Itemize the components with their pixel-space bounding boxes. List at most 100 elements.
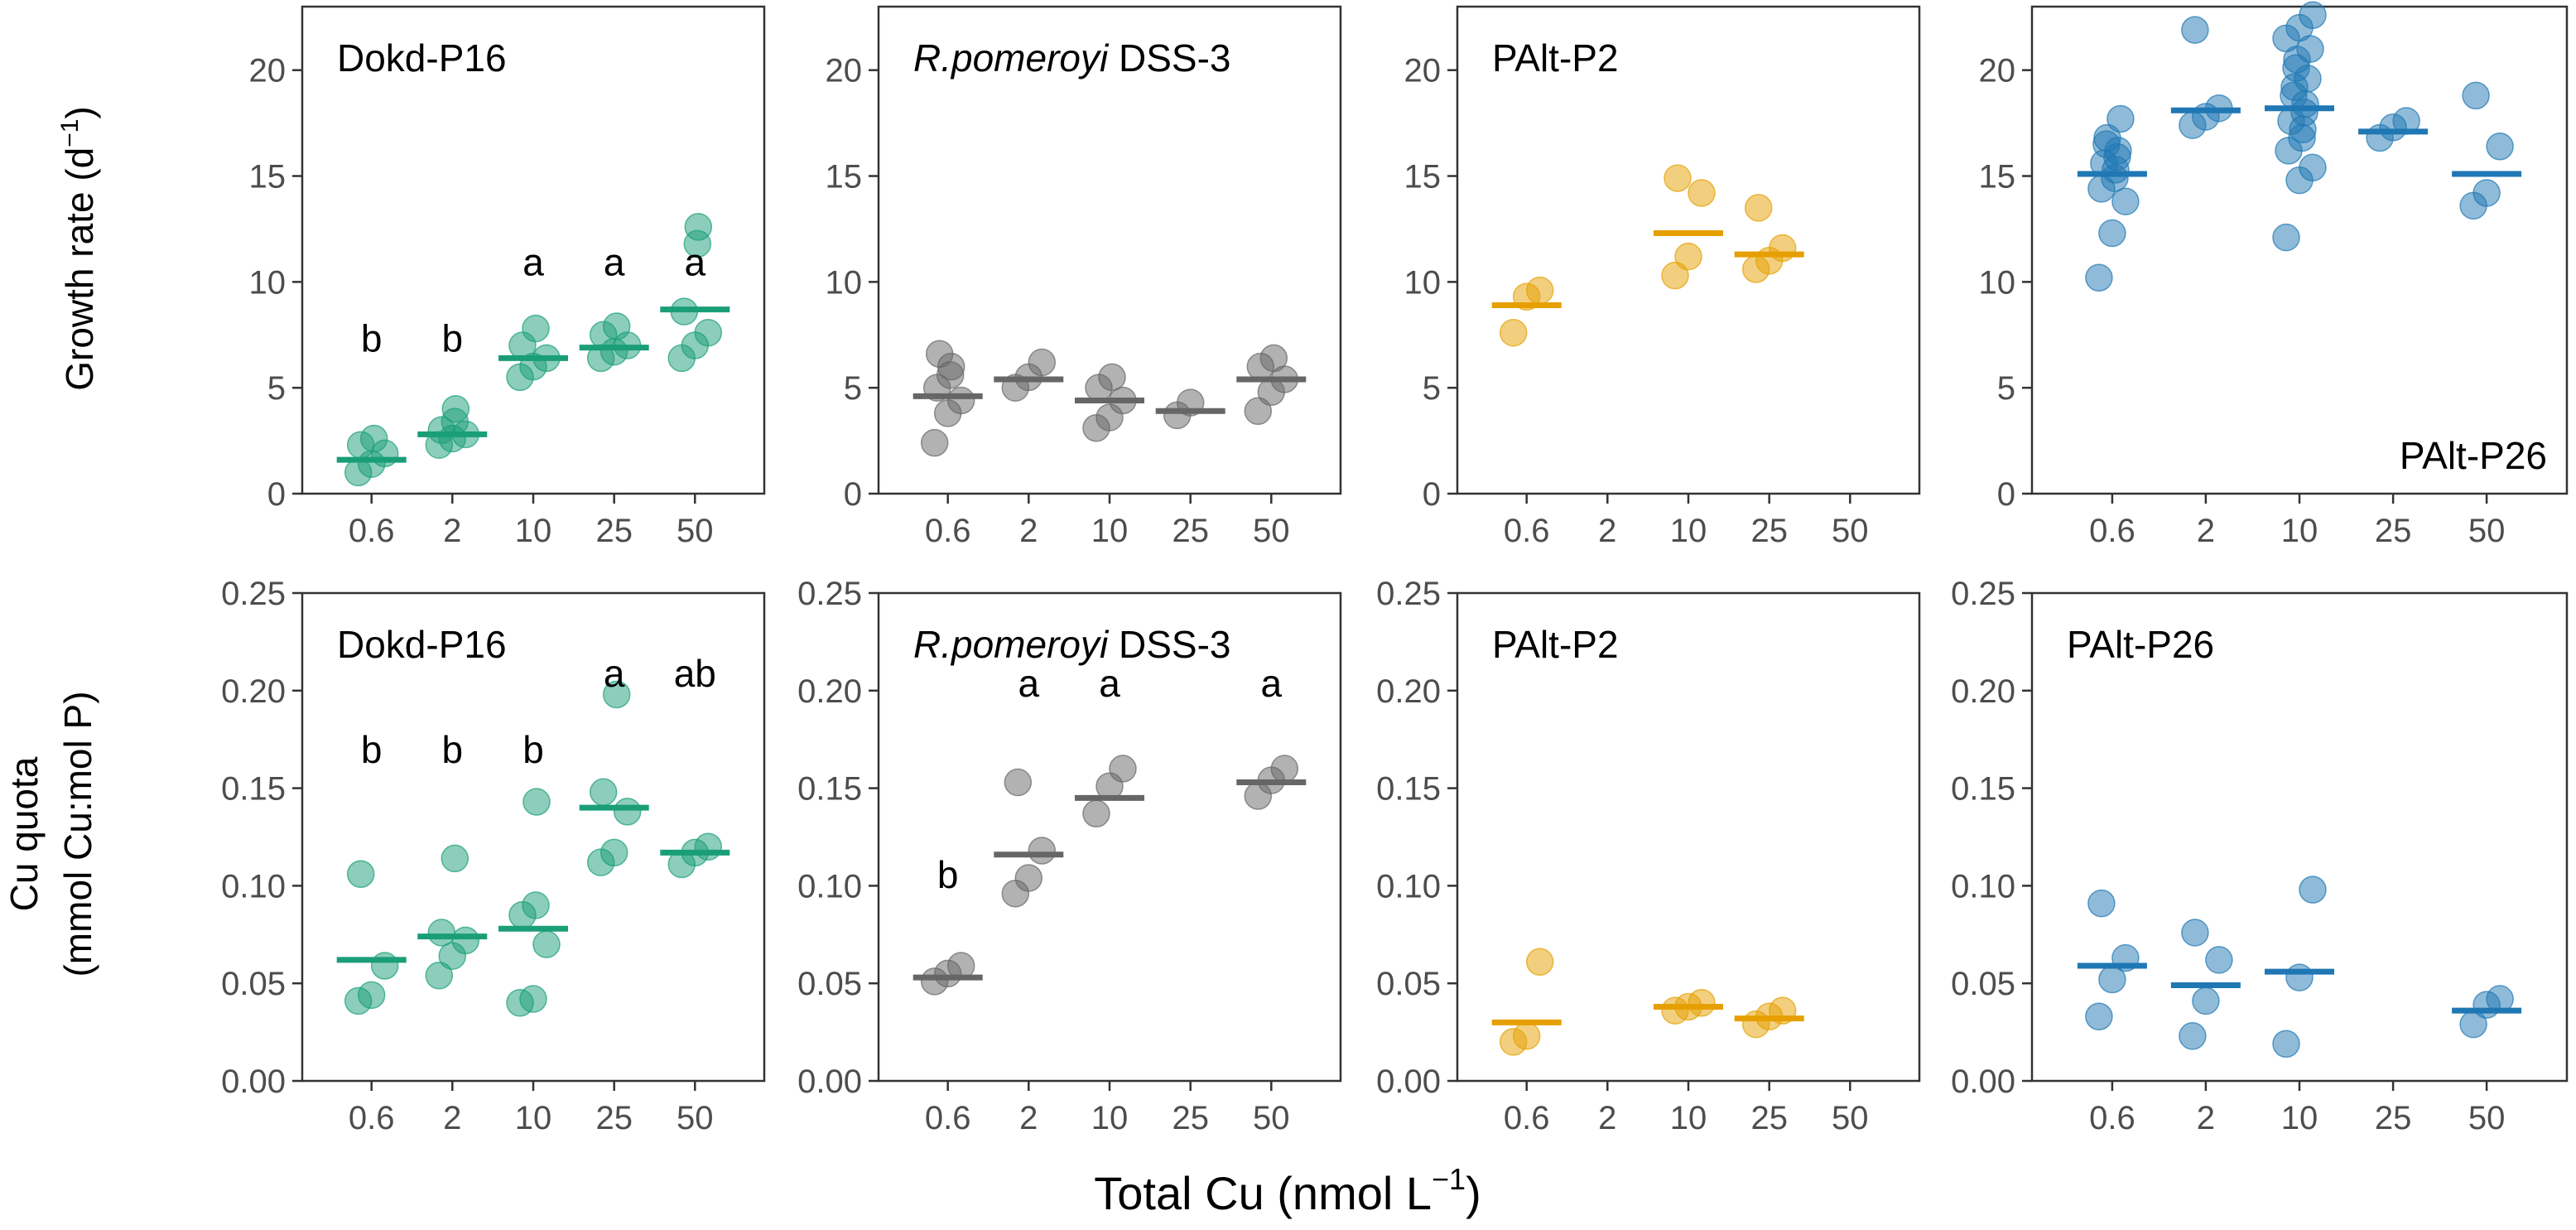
data-point [2192,986,2220,1015]
data-point [1082,799,1110,827]
data-point [1525,948,1554,977]
panel-title-italic: R.pomeroyi [913,623,1110,666]
x-tick-label: 50 [677,513,714,549]
y-tick-label: 0.10 [1376,868,1441,904]
data-point [2299,153,2327,182]
panel-title: PAlt-P2 [1492,36,1619,80]
significance-letter: a [522,241,544,284]
y-tick-label: 5 [1997,370,2015,407]
y-tick-label: 0.20 [797,673,862,710]
data-point [1661,261,1689,290]
y-axis-title-growth: Growth rate (d−1) [56,106,101,391]
y-tick-label: 20 [249,53,286,89]
panel-title: PAlt-P26 [2067,623,2214,666]
y-tick-label: 0.00 [1951,1064,2015,1100]
data-point [441,844,469,873]
panel-title: R.pomeroyi DSS-3 [913,36,1230,80]
x-tick-label: 10 [515,1100,552,1136]
data-point [1098,363,1126,392]
x-tick-label: 2 [1019,513,1038,549]
panel-growth-p2: 0 5 10 15 20 0.6 2 10 25 50 PAlt-P2 [1404,5,1921,549]
data-point [2472,179,2501,207]
data-point [1028,837,1057,865]
y-tick-label: 0.20 [1951,673,2015,710]
x-tick-label: 0.6 [1504,1100,1550,1136]
data-point [694,318,723,347]
panel-title-rest: DSS-3 [1108,36,1230,80]
x-tick-label: 25 [1750,1100,1788,1136]
panel-title-italic: R.pomeroyi [913,36,1110,80]
y-tick-label: 20 [1404,53,1442,89]
y-tick-label: 15 [1404,159,1442,195]
x-tick-label: 50 [1253,513,1290,549]
data-point [599,838,628,867]
panel-quota-p26: 0.00 0.05 0.10 0.15 0.20 0.25 0.6 2 10 25 50 PAlt-P… [1951,576,2569,1136]
x-tick-label: 2 [1598,513,1616,549]
data-point [589,778,618,807]
y-tick-label: 0.10 [221,868,286,904]
significance-letter: a [604,241,625,284]
y-tick-label: 0.15 [1951,771,2015,808]
data-point [684,213,713,241]
x-tick-label: 10 [1670,513,1707,549]
data-point [522,891,550,919]
panel-title: Dokd-P16 [337,36,507,80]
significance-letter: a [1261,662,1283,705]
data-point [1499,318,1528,347]
data-point [1244,397,1273,426]
data-point [613,798,642,826]
y-tick-label: 0.05 [1951,966,2015,1002]
y-tick-label: 0.25 [1376,576,1441,612]
x-tick-label: 10 [2281,513,2318,549]
y-tick-label: 0.25 [221,576,286,612]
y-tick-label: 0.10 [797,868,862,904]
y-tick-label: 0.00 [797,1064,862,1100]
data-point [441,394,470,423]
y-tick-label: 10 [1979,264,2016,301]
x-tick-label: 0.6 [1504,513,1550,549]
data-point [2181,919,2209,947]
data-point [1664,164,1692,192]
data-point [2299,1,2327,29]
data-point [1109,755,1137,783]
data-point [519,985,547,1013]
y-tick-label: 0.20 [221,673,286,710]
data-point [1270,755,1299,783]
significance-letter: b [522,728,544,771]
data-point [2486,132,2514,161]
data-point [425,962,454,990]
data-point [1688,179,1716,207]
y-tick-label: 0.05 [797,966,862,1002]
data-point [2085,1002,2113,1031]
significance-letter: a [1018,662,1039,705]
data-point [1259,344,1288,373]
data-point [1744,194,1773,222]
y-tick-label: 10 [826,264,863,301]
data-point [2272,1030,2300,1058]
y-tick-label: 0.05 [221,966,286,1002]
x-tick-label: 25 [595,513,633,549]
x-tick-label: 50 [1832,513,1869,549]
data-point [920,428,949,457]
data-point [946,386,975,415]
y-tick-label: 0.15 [797,771,862,808]
y-tick-label: 0.00 [1376,1064,1441,1100]
y-tick-label: 0.05 [1376,966,1441,1002]
significance-letter: a [685,241,706,284]
y-tick-label: 5 [267,370,286,407]
data-point [1768,234,1797,263]
data-point [1028,348,1057,377]
data-point [2107,104,2135,133]
x-tick-label: 25 [2375,1100,2412,1136]
y-tick-label: 0.15 [221,771,286,808]
data-point [2093,123,2121,152]
x-tick-label: 50 [1832,1100,1869,1136]
y-tick-label: 0.15 [1376,771,1441,808]
x-axis-title: Total Cu (nmol L−1) [1094,1162,1481,1219]
panel-title: PAlt-P2 [1492,623,1619,666]
x-tick-label: 25 [2375,513,2412,549]
data-point [602,680,631,709]
data-point [532,930,561,958]
data-point [2462,81,2490,110]
y-axis-title-quota: Cu quota [2,756,46,911]
